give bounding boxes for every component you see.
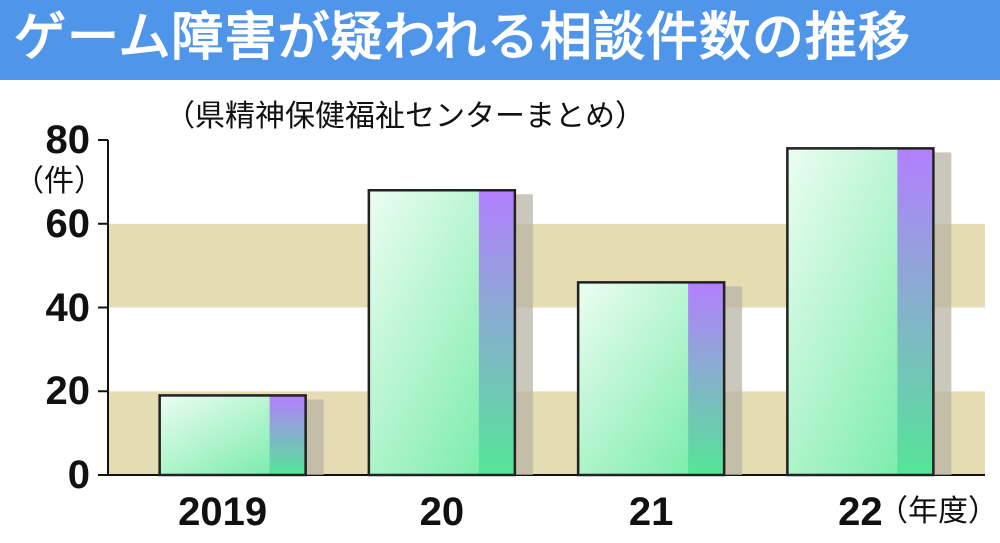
source-note: （県精神保健福祉センターまとめ） <box>165 99 645 134</box>
bar-accent <box>897 149 933 474</box>
title-bar: ゲーム障害が疑われる相談件数の推移 <box>0 0 1000 80</box>
y-tick-label: 40 <box>45 285 91 330</box>
y-tick-label: 20 <box>45 369 91 414</box>
bar-accent <box>478 191 514 474</box>
y-tick-label: 80 <box>45 118 91 162</box>
x-tick-label: 21 <box>628 490 674 534</box>
bar-chart <box>98 139 985 477</box>
y-axis-unit: （件） <box>14 164 104 199</box>
bar-accent <box>269 396 305 474</box>
x-axis-unit: （年度） <box>878 494 998 529</box>
x-tick-label: 2019 <box>178 490 268 534</box>
chart-title: ゲーム障害が疑われる相談件数の推移 <box>14 8 911 68</box>
y-tick-label: 60 <box>45 201 91 246</box>
bar-outline <box>367 189 517 477</box>
bar-outline <box>576 281 726 477</box>
bar-outline <box>786 147 935 477</box>
x-tick-label: 20 <box>419 490 465 534</box>
x-tick-label: 22 <box>838 490 883 534</box>
bars <box>158 147 952 477</box>
bar-outline <box>158 394 307 477</box>
bar-accent <box>688 283 724 474</box>
y-tick-label: 0 <box>67 453 90 497</box>
